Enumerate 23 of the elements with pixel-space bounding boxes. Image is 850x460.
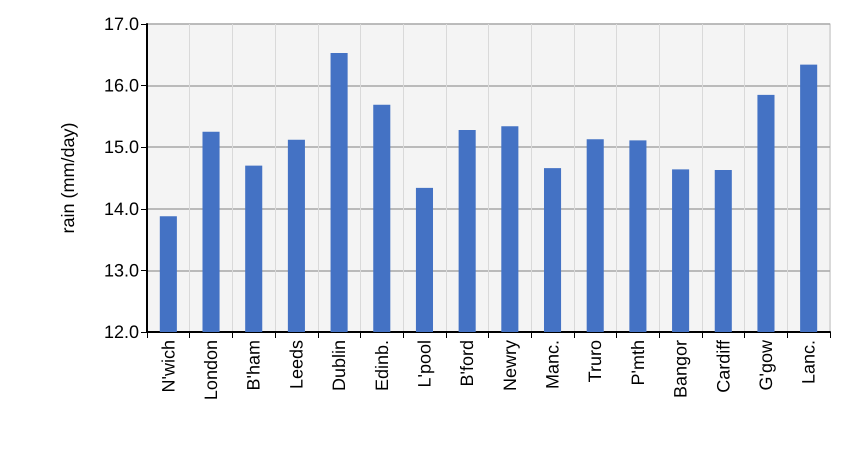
x-tick-label: Bangor xyxy=(670,340,691,398)
x-tick-label: Cardiff xyxy=(713,339,734,393)
x-tick-label: G'gow xyxy=(756,339,776,390)
x-tick-label: Leeds xyxy=(286,340,306,390)
x-tick-label: Manc. xyxy=(542,340,563,390)
x-tick-label: B'ham xyxy=(244,340,264,390)
y-tick-label: 17.0 xyxy=(104,14,139,34)
x-tick-label: Newry xyxy=(500,340,520,392)
x-tick-label: P'mth xyxy=(628,340,648,386)
x-tick-label: Lanc. xyxy=(798,340,819,384)
x-tick-label: Truro xyxy=(585,340,606,382)
x-tick-label: B'ford xyxy=(457,340,478,386)
y-axis-title: rain (mm/day) xyxy=(58,122,78,234)
y-tick-label: 13.0 xyxy=(104,260,139,280)
x-tick-label: Edinb. xyxy=(372,340,392,392)
y-tick-label: 15.0 xyxy=(104,137,139,158)
y-tick-label: 12.0 xyxy=(104,322,139,342)
x-tick-label: Dublin xyxy=(329,340,350,392)
y-tick-label: 14.0 xyxy=(104,198,139,219)
x-tick-label: N'wich xyxy=(158,340,178,392)
x-tick-label: London xyxy=(201,340,222,400)
y-tick-label: 16.0 xyxy=(104,76,139,96)
x-tick-label: L'pool xyxy=(414,340,434,388)
